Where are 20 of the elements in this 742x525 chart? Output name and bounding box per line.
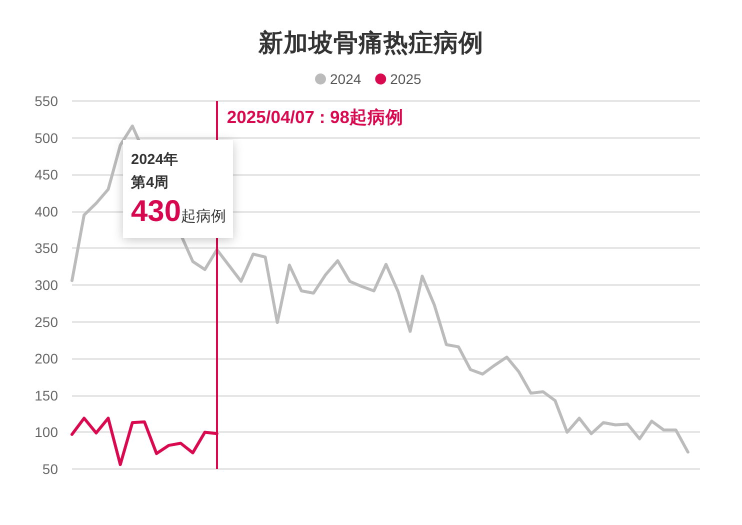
legend-label: 2025 bbox=[390, 71, 422, 87]
chart-title: 新加坡骨痛热症病例 bbox=[258, 29, 484, 57]
annotation: 2024年 bbox=[131, 151, 180, 170]
y-tick-label: 300 bbox=[34, 277, 58, 293]
y-tick-label: 50 bbox=[42, 461, 58, 477]
y-tick-label: 200 bbox=[34, 350, 58, 367]
y-tick-label: 100 bbox=[34, 424, 58, 440]
y-tick-label: 150 bbox=[34, 387, 58, 404]
y-tick-label: 550 bbox=[34, 93, 58, 109]
y-tick-label: 250 bbox=[34, 314, 58, 330]
y-tick-label: 350 bbox=[34, 240, 58, 256]
line-series bbox=[70, 124, 690, 454]
legend-label: 2024 bbox=[330, 71, 362, 87]
y-tick-label: 450 bbox=[34, 166, 58, 183]
annotation: 第4周 bbox=[131, 174, 170, 193]
annotation: 2025/04/07 : 98起病例 bbox=[226, 107, 404, 127]
y-tick-label: 400 bbox=[34, 203, 58, 220]
tooltip: 2024年 第4周 430起病例 bbox=[123, 140, 233, 238]
y-tick-label: 500 bbox=[34, 130, 58, 146]
annotation: 430起病例 bbox=[131, 195, 226, 228]
